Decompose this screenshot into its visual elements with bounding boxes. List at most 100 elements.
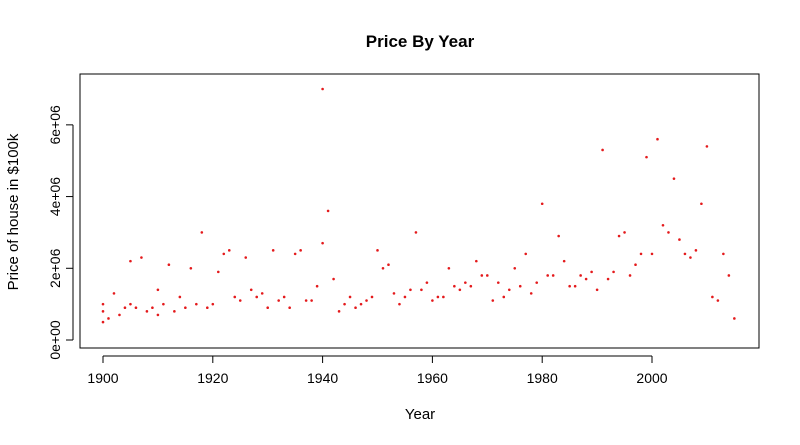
data-point [140, 256, 143, 259]
x-tick-label: 1900 [87, 370, 118, 386]
y-tick-label: 6e+06 [47, 105, 63, 145]
data-point [365, 299, 368, 302]
data-point [491, 299, 495, 302]
data-point [584, 277, 588, 281]
data-point [200, 231, 204, 234]
data-point [129, 259, 132, 263]
data-point [145, 310, 149, 313]
data-point [650, 252, 654, 256]
data-point [370, 295, 374, 299]
data-point [568, 284, 571, 288]
data-point [529, 292, 533, 295]
x-tick-label: 1980 [527, 370, 558, 386]
data-point [134, 306, 138, 310]
data-point [634, 263, 637, 267]
data-point [238, 299, 242, 302]
data-point [524, 252, 528, 256]
data-point [645, 155, 648, 159]
data-point [354, 306, 357, 310]
data-point [167, 263, 171, 267]
data-point [475, 259, 478, 263]
y-axis: 0e+00 2e+06 4e+06 6e+06 [47, 105, 74, 360]
data-point [551, 274, 555, 277]
data-point [343, 302, 346, 306]
data-point [464, 281, 467, 284]
data-point [299, 249, 302, 252]
data-point [727, 274, 731, 277]
data-point [540, 202, 544, 206]
data-point [387, 263, 390, 267]
data-point [656, 137, 659, 141]
data-point [502, 295, 506, 299]
data-point [486, 274, 489, 277]
data-point [573, 284, 577, 288]
data-point [579, 274, 582, 277]
data-point [420, 288, 423, 292]
data-point [513, 266, 517, 270]
data-point [601, 148, 604, 152]
data-point [151, 306, 154, 310]
data-point [606, 277, 610, 281]
y-tick-label: 4e+06 [47, 177, 63, 217]
data-point [206, 306, 209, 310]
data-point [689, 256, 692, 259]
data-point [590, 270, 593, 274]
data-point [293, 252, 297, 256]
data-point [700, 202, 703, 206]
data-point [255, 295, 259, 299]
data-point [156, 288, 160, 292]
data-point [321, 87, 324, 91]
data-point [518, 284, 522, 288]
data-point [447, 266, 451, 270]
data-point [195, 302, 198, 306]
data-point [683, 252, 687, 256]
x-axis: 1900 1920 1940 1960 1980 2000 [87, 355, 668, 386]
data-point [222, 252, 226, 256]
chart-title: Price By Year [366, 32, 475, 51]
data-point [469, 284, 473, 288]
data-point [288, 306, 291, 310]
data-point [304, 299, 308, 302]
data-point [249, 288, 253, 292]
data-point [271, 249, 275, 252]
data-point [123, 306, 127, 310]
data-point [189, 266, 193, 270]
data-point [661, 223, 665, 227]
data-point [321, 241, 324, 245]
data-point [392, 292, 396, 295]
data-point [332, 277, 335, 281]
data-point [178, 295, 182, 299]
data-point [101, 320, 105, 324]
data-point [431, 299, 434, 302]
data-point [425, 281, 429, 284]
data-point [326, 209, 330, 213]
data-point [277, 299, 280, 302]
data-point [458, 288, 462, 292]
data-point [184, 306, 187, 310]
data-point [722, 252, 725, 256]
x-tick-label: 2000 [636, 370, 667, 386]
data-point [496, 281, 500, 284]
y-tick-label: 2e+06 [47, 248, 63, 288]
data-point [118, 313, 121, 317]
data-point [639, 252, 643, 256]
data-point [315, 284, 319, 288]
data-point [409, 288, 412, 292]
data-point [310, 299, 313, 302]
data-point [612, 270, 615, 274]
data-point [453, 284, 456, 288]
data-point [260, 292, 264, 295]
data-point [107, 317, 110, 320]
plot-area-frame [79, 73, 760, 349]
data-point [705, 145, 709, 148]
data-point [628, 274, 632, 277]
data-point [546, 274, 549, 277]
y-axis-label: Price of house in $100k [5, 133, 22, 290]
data-point [623, 231, 626, 234]
data-point [101, 302, 105, 306]
data-point [211, 302, 215, 306]
data-point [348, 295, 352, 299]
data-point [129, 302, 132, 306]
data-point [507, 288, 511, 292]
